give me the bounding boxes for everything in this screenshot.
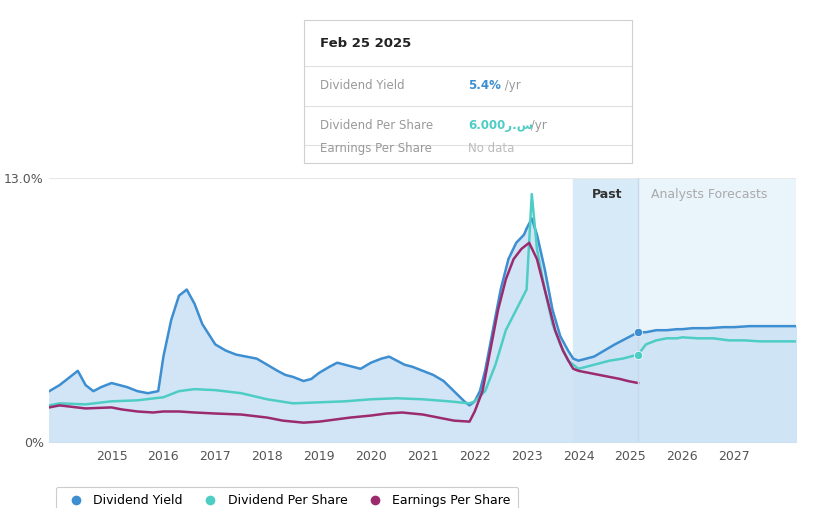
Text: Past: Past bbox=[592, 188, 622, 201]
Legend: Dividend Yield, Dividend Per Share, Earnings Per Share: Dividend Yield, Dividend Per Share, Earn… bbox=[56, 487, 518, 508]
Text: /yr: /yr bbox=[501, 79, 521, 92]
Text: Feb 25 2025: Feb 25 2025 bbox=[320, 38, 411, 50]
Text: /yr: /yr bbox=[527, 119, 547, 132]
Text: Earnings Per Share: Earnings Per Share bbox=[320, 142, 432, 155]
Text: Dividend Per Share: Dividend Per Share bbox=[320, 119, 433, 132]
Bar bbox=[638, 178, 796, 442]
Text: No data: No data bbox=[468, 142, 514, 155]
Bar bbox=[573, 178, 638, 442]
Text: Analysts Forecasts: Analysts Forecasts bbox=[651, 188, 768, 201]
Text: Dividend Yield: Dividend Yield bbox=[320, 79, 405, 92]
Text: 5.4%: 5.4% bbox=[468, 79, 501, 92]
Text: 6.000ر.س: 6.000ر.س bbox=[468, 119, 533, 132]
